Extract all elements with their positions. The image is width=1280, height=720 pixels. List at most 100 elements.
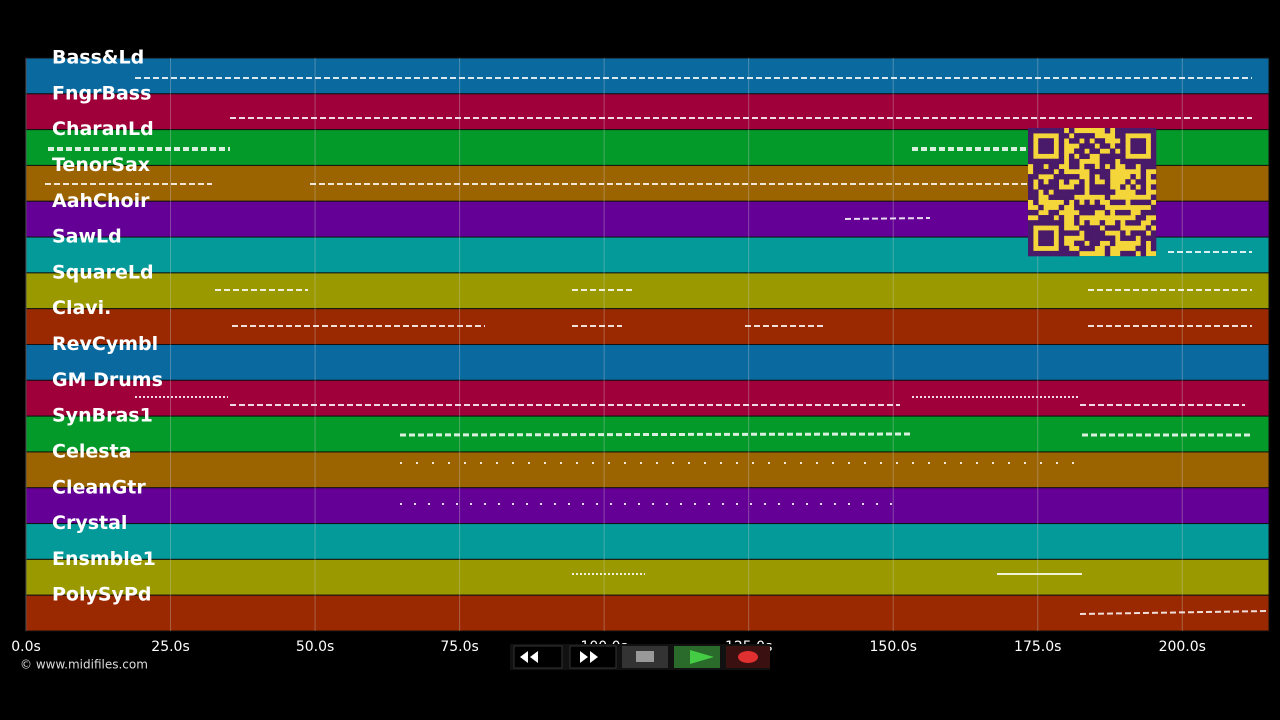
qr-module [1094, 138, 1100, 144]
qr-module [1028, 128, 1034, 134]
qr-module [1104, 168, 1111, 175]
qr-module [1140, 199, 1147, 206]
qr-module [1130, 199, 1136, 206]
qr-module [1058, 174, 1065, 180]
track-name: SynBras1 [52, 405, 153, 427]
qr-module [1145, 209, 1152, 216]
qr-module [1033, 209, 1039, 216]
qr-module [1130, 184, 1136, 190]
qr-module [1135, 220, 1141, 226]
qr-module [1120, 128, 1126, 134]
qr-module [1038, 143, 1044, 149]
qr-module [1084, 138, 1090, 144]
qr-module [1038, 240, 1044, 247]
qr-module [1099, 220, 1106, 226]
notes [45, 77, 1270, 615]
qr-module [1038, 184, 1044, 190]
qr-module [1135, 179, 1141, 185]
qr-module [1048, 148, 1054, 154]
rewind-button[interactable] [513, 645, 563, 669]
tick-label: 75.0s [440, 639, 478, 655]
qr-module [1104, 245, 1111, 252]
tick-label: 25.0s [151, 639, 189, 655]
qr-module [1074, 138, 1080, 144]
qr-module [1043, 220, 1049, 226]
qr-module [1079, 148, 1085, 154]
qr-module [1104, 194, 1111, 200]
qr-module [1109, 235, 1116, 241]
fast-forward-button[interactable] [569, 645, 617, 669]
qr-module [1079, 179, 1085, 185]
qr-module [1043, 158, 1049, 165]
transport-controls [510, 644, 770, 670]
qr-module [1130, 250, 1136, 257]
qr-module [1053, 128, 1060, 134]
qr-module [1043, 148, 1049, 154]
qr-module [1048, 209, 1054, 216]
qr-module [1084, 209, 1090, 216]
qr-module [1058, 143, 1065, 149]
qr-module [1053, 174, 1060, 180]
qr-module [1053, 250, 1060, 257]
qr-module [1058, 189, 1065, 195]
track-row [25, 308, 1270, 345]
qr-module [1058, 250, 1065, 257]
qr-module [1104, 225, 1111, 231]
qr-module [1120, 230, 1126, 236]
qr-module [1028, 158, 1034, 165]
qr-module [1089, 240, 1095, 247]
qr-module [1058, 215, 1065, 221]
qr-module [1099, 189, 1106, 195]
qr-module [1135, 148, 1141, 154]
qr-module [1140, 138, 1147, 144]
qr-module [1084, 235, 1090, 241]
qr-module [1135, 245, 1141, 252]
qr-module [1068, 230, 1075, 236]
qr-module [1120, 158, 1126, 165]
qr-module [1068, 189, 1075, 195]
time-grid [25, 58, 1183, 631]
qr-module [1084, 153, 1090, 160]
qr-module [1043, 143, 1049, 149]
track-row [25, 487, 1270, 525]
qr-module [1089, 133, 1095, 139]
qr-module [1048, 179, 1054, 185]
qr-module [1063, 245, 1070, 252]
qr-module [1074, 250, 1080, 257]
record-button[interactable] [726, 646, 770, 668]
qr-module [1038, 158, 1044, 165]
qr-module [1140, 250, 1147, 257]
track-name: Clavi. [52, 297, 111, 319]
track-row [25, 93, 1270, 131]
qr-module [1058, 153, 1065, 160]
qr-module [1048, 163, 1054, 170]
qr-module [1145, 128, 1152, 134]
qr-module [1120, 138, 1126, 144]
time-axis: 0.0s25.0s50.0s75.0s100.0s125.0s150.0s175… [11, 639, 1206, 655]
qr-module [1089, 230, 1095, 236]
qr-module [1104, 250, 1111, 257]
qr-module [1104, 189, 1111, 195]
qr-module [1048, 158, 1054, 165]
track-name: CleanGtr [52, 476, 146, 498]
qr-module [1150, 220, 1157, 226]
qr-module [1094, 168, 1100, 175]
qr-module [1130, 158, 1136, 165]
qr-module [1130, 148, 1136, 154]
qr-module [1038, 220, 1044, 226]
note-run [1079, 610, 1270, 615]
qr-module [1079, 209, 1085, 216]
qr-module [1063, 230, 1070, 236]
qr-module [1109, 189, 1116, 195]
qr-module [1048, 230, 1054, 236]
qr-module [1058, 245, 1065, 252]
qr-module [1140, 184, 1147, 190]
qr-module [1120, 148, 1126, 154]
qr-module [1068, 153, 1075, 160]
qr-module [1115, 128, 1121, 134]
play-button[interactable] [674, 646, 720, 668]
qr-module [1074, 199, 1080, 206]
qr-module [1130, 235, 1136, 241]
stop-button[interactable] [622, 646, 668, 668]
